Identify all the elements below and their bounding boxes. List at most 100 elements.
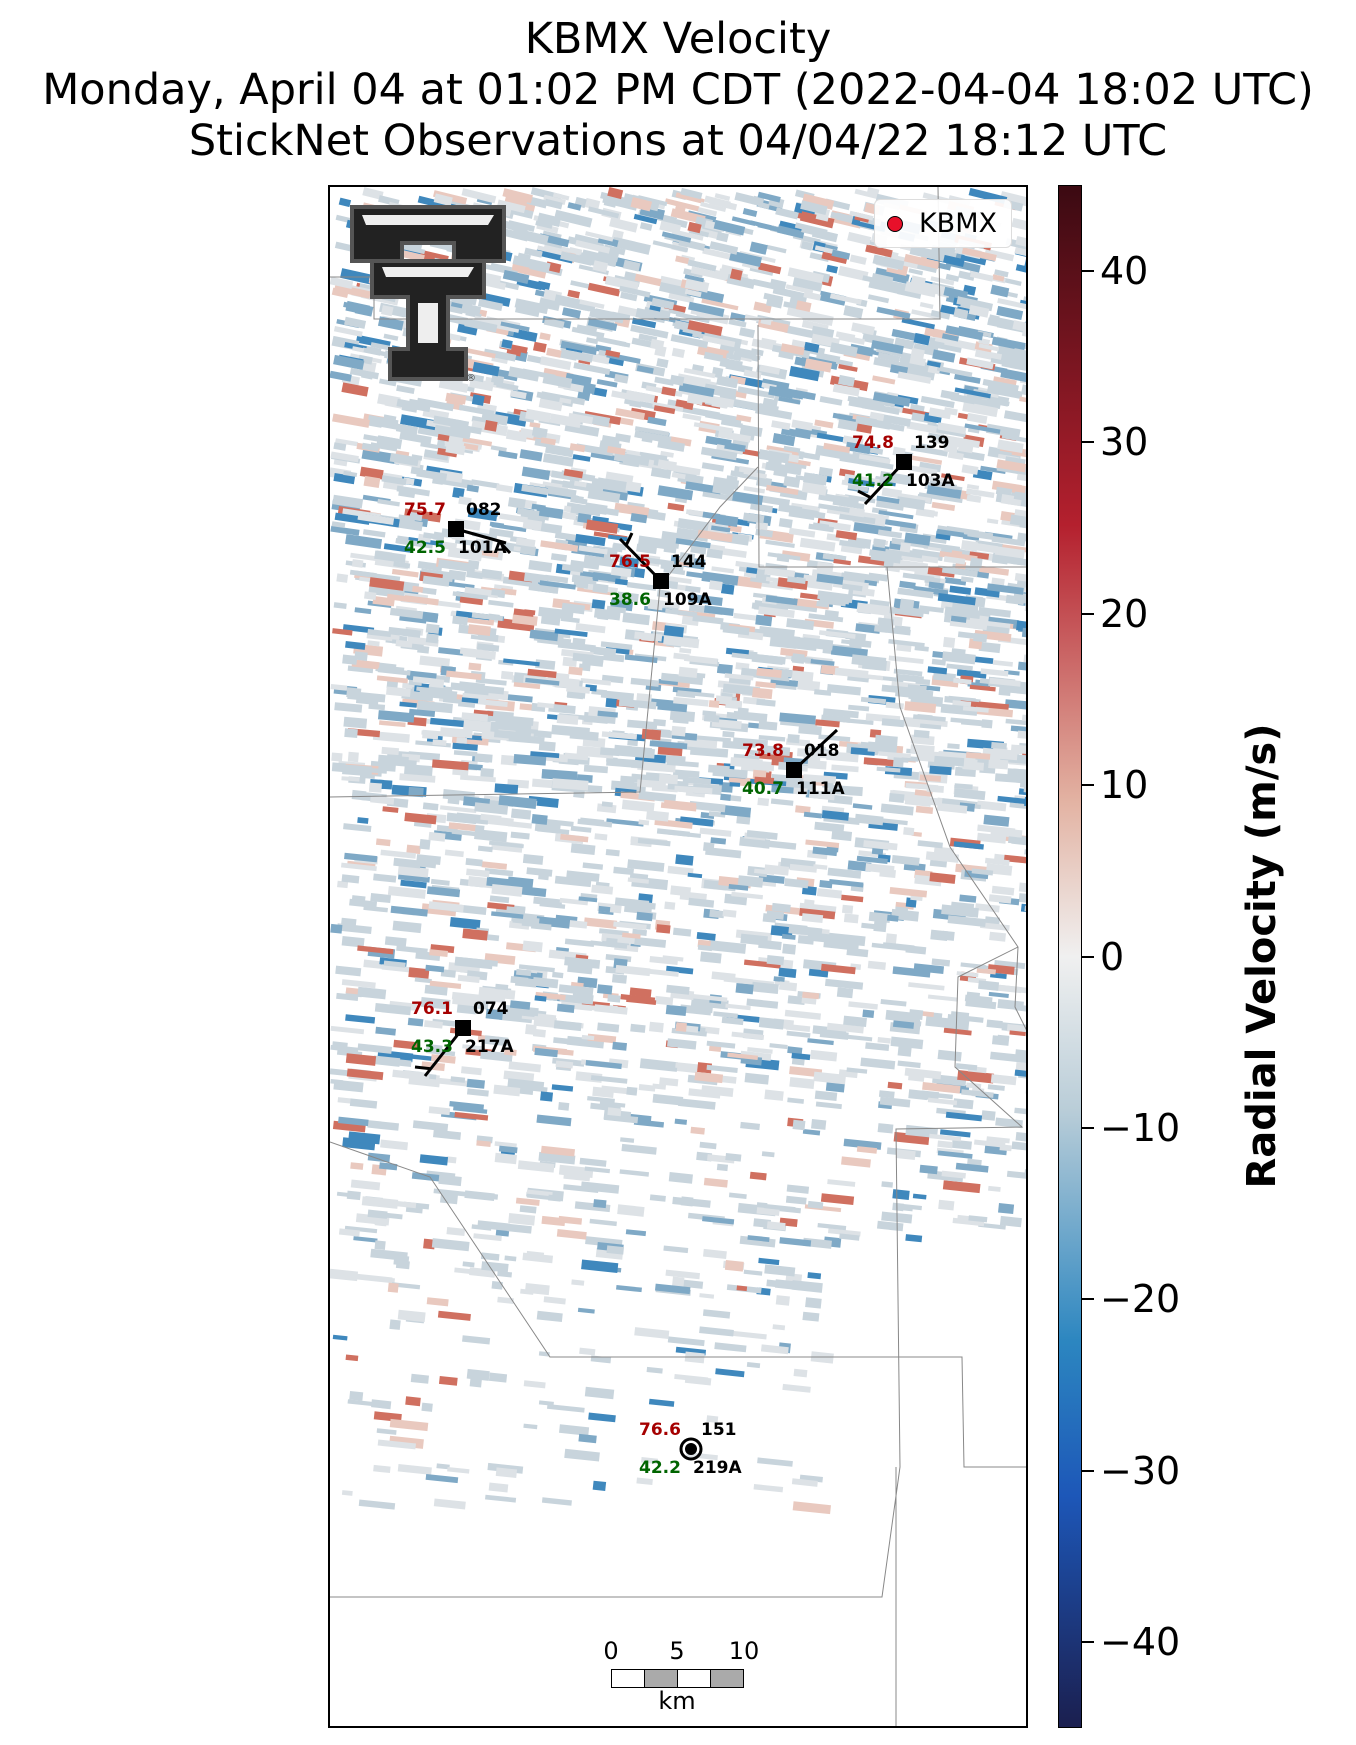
- velocity-pixel: [666, 760, 699, 768]
- velocity-pixel: [714, 193, 731, 201]
- velocity-pixel: [540, 437, 556, 446]
- velocity-pixel: [432, 476, 444, 485]
- velocity-pixel: [745, 981, 779, 995]
- velocity-pixel: [978, 980, 1000, 991]
- velocity-pixel: [987, 1084, 1005, 1091]
- velocity-pixel: [687, 221, 702, 234]
- velocity-pixel: [398, 491, 416, 499]
- velocity-pixel: [548, 1194, 562, 1202]
- velocity-pixel: [343, 470, 358, 478]
- velocity-pixel: [810, 659, 835, 666]
- wind-barb-flag: [624, 532, 634, 546]
- velocity-pixel: [674, 1118, 688, 1125]
- velocity-pixel: [1019, 396, 1026, 406]
- velocity-pixel: [537, 212, 562, 228]
- velocity-pixel: [789, 863, 818, 873]
- velocity-pixel: [453, 1106, 488, 1114]
- velocity-pixel: [675, 192, 705, 204]
- velocity-pixel: [967, 529, 994, 540]
- velocity-pixel: [1015, 1062, 1026, 1072]
- velocity-pixel: [344, 316, 367, 329]
- velocity-pixel: [609, 217, 638, 233]
- velocity-pixel: [791, 670, 814, 683]
- velocity-pixel: [432, 1129, 462, 1141]
- velocity-pixel: [397, 865, 429, 878]
- colorbar-tick-label: −30: [1100, 1448, 1181, 1493]
- velocity-pixel: [835, 359, 854, 368]
- velocity-pixel: [976, 800, 1007, 812]
- colorbar-title: Radial Velocity (m/s): [1239, 723, 1285, 1189]
- velocity-pixel: [756, 698, 776, 707]
- velocity-pixel: [797, 934, 815, 945]
- velocity-pixel: [1027, 443, 1028, 456]
- velocity-pixel: [583, 764, 609, 774]
- velocity-pixel: [975, 903, 1000, 913]
- velocity-pixel: [933, 438, 965, 448]
- velocity-pixel: [447, 546, 483, 562]
- velocity-pixel: [726, 711, 743, 719]
- velocity-pixel: [399, 431, 432, 445]
- velocity-pixel: [913, 332, 931, 346]
- velocity-pixel: [813, 689, 832, 696]
- velocity-pixel: [858, 458, 894, 470]
- velocity-pixel: [687, 259, 717, 272]
- velocity-pixel: [445, 1156, 457, 1164]
- velocity-pixel: [383, 543, 413, 553]
- velocity-pixel: [677, 1098, 716, 1110]
- velocity-pixel: [834, 667, 869, 679]
- velocity-pixel: [484, 1035, 509, 1047]
- velocity-pixel: [878, 617, 895, 629]
- velocity-pixel: [885, 1009, 921, 1024]
- velocity-pixel: [345, 1354, 359, 1362]
- velocity-pixel: [872, 392, 911, 407]
- velocity-pixel: [712, 767, 748, 779]
- velocity-pixel: [638, 1084, 656, 1092]
- velocity-pixel: [894, 625, 911, 635]
- velocity-pixel: [988, 616, 1019, 625]
- velocity-pixel: [1019, 779, 1026, 789]
- velocity-pixel: [338, 197, 352, 208]
- velocity-pixel: [607, 1107, 622, 1117]
- velocity-pixel: [553, 1020, 582, 1032]
- velocity-pixel: [798, 724, 822, 736]
- velocity-pixel: [892, 1189, 910, 1200]
- velocity-pixel: [378, 435, 399, 444]
- velocity-pixel: [619, 556, 640, 568]
- velocity-pixel: [342, 624, 375, 634]
- velocity-pixel: [725, 353, 742, 362]
- velocity-pixel: [330, 525, 360, 536]
- velocity-pixel: [972, 469, 993, 481]
- velocity-pixel: [412, 585, 424, 593]
- velocity-pixel: [535, 659, 556, 670]
- velocity-pixel: [942, 651, 976, 665]
- velocity-pixel: [991, 741, 1007, 750]
- velocity-pixel: [1013, 592, 1026, 605]
- velocity-pixel: [1003, 410, 1026, 425]
- velocity-pixel: [953, 788, 986, 801]
- velocity-pixel: [805, 839, 840, 848]
- velocity-pixel: [770, 678, 800, 687]
- velocity-pixel: [941, 1170, 966, 1179]
- velocity-pixel: [733, 349, 757, 360]
- velocity-pixel: [929, 765, 952, 776]
- velocity-pixel: [685, 481, 722, 495]
- velocity-pixel: [932, 651, 946, 659]
- velocity-pixel: [786, 307, 814, 321]
- velocity-pixel: [799, 211, 835, 229]
- velocity-pixel: [499, 513, 528, 523]
- velocity-pixel: [787, 1097, 805, 1104]
- velocity-pixel: [885, 701, 904, 710]
- velocity-pixel: [722, 624, 750, 636]
- velocity-pixel: [792, 665, 805, 672]
- velocity-pixel: [516, 968, 532, 977]
- velocity-pixel: [961, 247, 997, 262]
- velocity-pixel: [765, 295, 784, 309]
- velocity-pixel: [815, 1101, 842, 1110]
- velocity-pixel: [966, 412, 988, 424]
- velocity-pixel: [941, 473, 965, 482]
- velocity-pixel: [1012, 768, 1026, 777]
- velocity-pixel: [950, 717, 988, 726]
- velocity-pixel: [841, 1156, 871, 1168]
- velocity-pixel: [1017, 730, 1026, 740]
- velocity-pixel: [677, 518, 709, 532]
